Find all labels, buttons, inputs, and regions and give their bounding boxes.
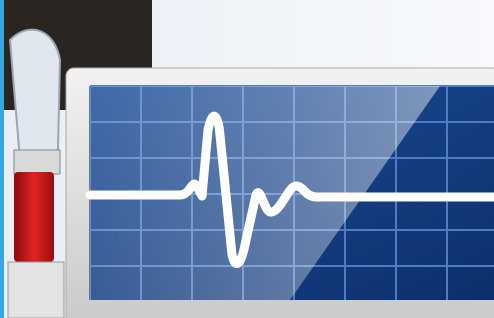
- glove: [10, 30, 60, 160]
- syringe-tube: [14, 172, 54, 262]
- left-edge: [0, 0, 4, 318]
- page: (() => { JSON.parse(document.getElementB…: [0, 0, 494, 318]
- syringe-base: [8, 262, 64, 318]
- monitor-icon: [0, 0, 494, 318]
- syringe-cap: [14, 150, 60, 174]
